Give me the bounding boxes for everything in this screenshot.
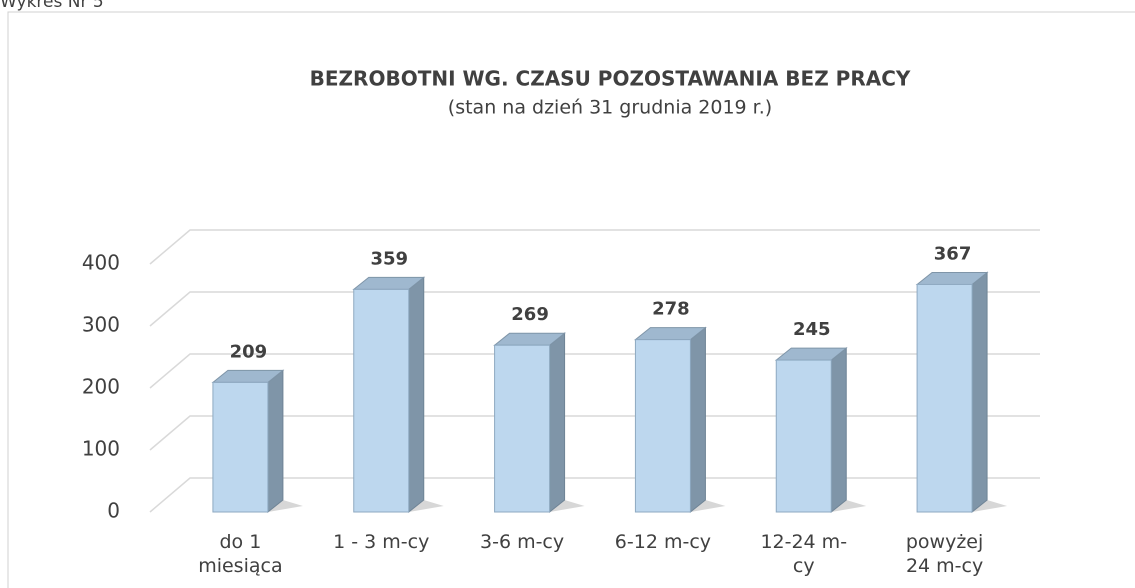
bar-side xyxy=(689,326,706,514)
bar xyxy=(633,326,726,514)
grid-line xyxy=(149,415,1040,451)
bar-shadow xyxy=(267,500,303,512)
y-tick-label: 300 xyxy=(82,313,120,337)
value-label: 278 xyxy=(652,299,690,320)
value-label: 269 xyxy=(511,304,549,325)
bar-side xyxy=(971,271,988,514)
x-tick-label: 1 - 3 m-cy xyxy=(333,531,430,553)
grid-line xyxy=(149,477,1040,513)
bar-side xyxy=(408,276,425,514)
value-label: 359 xyxy=(370,248,408,269)
bar xyxy=(211,369,303,514)
bar-shadow xyxy=(408,500,444,512)
y-tick-label: 100 xyxy=(82,437,120,461)
bar-front xyxy=(916,283,973,513)
chart-title: BEZROBOTNI WG. CZASU POZOSTAWANIA BEZ PR… xyxy=(310,67,911,91)
bar-shadow xyxy=(549,500,585,512)
x-tick-label: 6-12 m-cy xyxy=(614,531,712,553)
grid-line xyxy=(149,291,1040,327)
x-tick-label: powyżej 24 m-cy xyxy=(905,531,984,577)
bar-front xyxy=(775,359,832,513)
x-tick-label: 12-24 m- cy xyxy=(760,531,848,577)
bar-shadow xyxy=(831,500,867,512)
y-tick-label: 400 xyxy=(82,251,120,275)
bar-front xyxy=(212,381,269,513)
chart-border xyxy=(7,11,1135,588)
value-label: 367 xyxy=(934,243,972,264)
caption: Wykres Nr 5 xyxy=(0,0,104,12)
bar xyxy=(493,332,585,514)
bar-shadow xyxy=(972,500,1008,512)
x-tick-label: 3-6 m-cy xyxy=(480,531,565,553)
value-label: 209 xyxy=(230,341,268,362)
bar xyxy=(774,347,867,514)
bar-shadow xyxy=(690,500,726,512)
bar-front xyxy=(634,339,691,513)
value-label: 245 xyxy=(793,319,831,340)
bar-front xyxy=(353,288,410,513)
y-tick-label: 200 xyxy=(82,375,120,399)
bar-side xyxy=(549,332,566,514)
grid-line xyxy=(149,353,1040,389)
bar-side xyxy=(267,369,284,514)
bar-side xyxy=(830,347,847,514)
y-tick-label: 0 xyxy=(107,499,120,523)
grid-line xyxy=(149,229,1040,265)
chart-subtitle: (stan na dzień 31 grudnia 2019 r.) xyxy=(448,97,772,119)
bar xyxy=(915,271,1008,514)
bar-front xyxy=(494,344,551,513)
bar xyxy=(352,276,444,514)
x-tick-label: do 1 miesiąca xyxy=(198,531,283,577)
